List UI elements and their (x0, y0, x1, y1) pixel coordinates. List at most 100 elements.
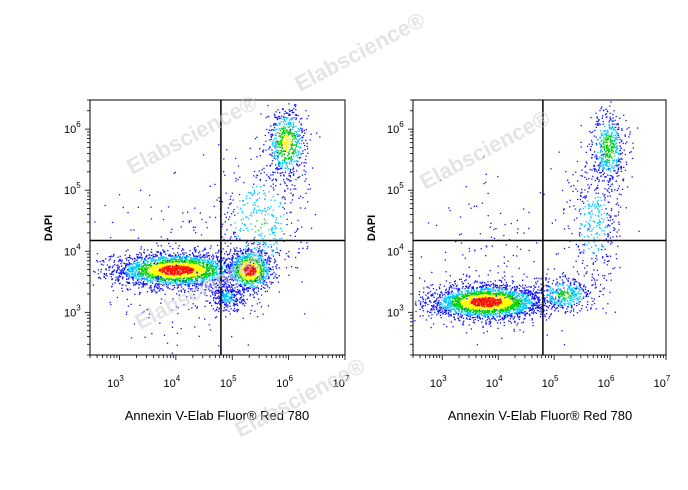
event-dot (163, 251, 165, 253)
event-dot (157, 251, 159, 254)
event-dot (280, 143, 282, 145)
event-dot (169, 265, 171, 267)
event-dot (139, 251, 141, 254)
event-dot (159, 251, 162, 254)
event-dot (223, 158, 225, 160)
event-dot (179, 281, 182, 283)
event-dot (295, 256, 297, 259)
event-dot (154, 285, 156, 287)
event-dot (288, 133, 290, 135)
event-dot (296, 228, 299, 230)
event-dot (202, 250, 204, 252)
event-dot (253, 260, 255, 262)
event-dot (290, 222, 293, 224)
event-dot (130, 270, 133, 273)
event-dot (150, 218, 153, 220)
event-dot (246, 278, 248, 280)
event-dot (271, 160, 274, 162)
event-dot (177, 276, 180, 278)
event-dot (283, 153, 285, 155)
event-dot (179, 263, 181, 266)
event-dot (209, 301, 211, 304)
event-dot (185, 274, 187, 276)
event-dot (256, 280, 258, 282)
event-dot (144, 272, 146, 275)
event-dot (166, 238, 169, 240)
event-dot (279, 215, 282, 217)
event-dot (294, 134, 296, 136)
event-dot (202, 271, 204, 273)
event-dot (116, 296, 119, 299)
event-dot (197, 275, 200, 277)
event-dot (258, 278, 260, 281)
event-dot (224, 269, 226, 271)
event-dot (188, 267, 190, 269)
event-dot (127, 273, 130, 275)
event-dot (279, 124, 281, 126)
event-dot (195, 268, 198, 270)
event-dot (111, 270, 114, 273)
event-dot (224, 253, 226, 255)
event-dot (231, 213, 233, 215)
event-dot (271, 213, 273, 215)
event-dot (249, 261, 251, 263)
event-dot (179, 268, 182, 270)
event-dot (254, 254, 256, 256)
event-dot (278, 153, 281, 155)
event-dot (150, 262, 152, 264)
event-dot (281, 139, 283, 141)
event-dot (235, 253, 238, 255)
event-dot (176, 273, 178, 275)
event-dot (260, 265, 262, 267)
event-dot (258, 268, 260, 271)
event-dot (236, 250, 238, 252)
event-dot (283, 131, 285, 133)
event-dot (138, 273, 141, 275)
event-dot (270, 269, 272, 271)
event-dot (173, 264, 175, 266)
event-dot (225, 285, 227, 287)
event-dot (163, 264, 165, 266)
event-dot (214, 302, 217, 305)
event-dot (238, 255, 240, 257)
event-dot (277, 160, 279, 162)
event-dot (182, 269, 184, 271)
event-dot (159, 272, 161, 274)
event-dot (191, 265, 194, 267)
event-dot (240, 272, 242, 274)
event-dot (202, 262, 205, 264)
event-dot (244, 268, 246, 270)
event-dot (188, 275, 190, 277)
event-dot (127, 269, 129, 271)
event-dot (215, 302, 217, 304)
event-dot (150, 264, 153, 267)
event-dot (266, 274, 268, 276)
event-dot (157, 287, 159, 290)
event-dot (297, 160, 299, 163)
event-dot (133, 262, 136, 265)
event-dot (199, 267, 201, 269)
event-dot (285, 146, 287, 149)
event-dot (157, 279, 159, 281)
event-dot (244, 305, 246, 307)
event-dot (133, 323, 136, 325)
event-dot (226, 277, 228, 279)
event-dot (264, 214, 266, 216)
event-dot (218, 297, 220, 299)
event-dot (233, 231, 235, 233)
event-dot (256, 269, 258, 271)
event-dot (239, 261, 241, 263)
event-dot (125, 257, 127, 260)
event-dot (225, 303, 227, 306)
event-dot (272, 233, 274, 235)
event-dot (117, 256, 119, 258)
event-dot (277, 251, 279, 254)
event-dot (148, 317, 150, 319)
event-dot (184, 271, 187, 274)
event-dot (142, 261, 145, 263)
event-dot (139, 268, 141, 270)
event-dot (291, 109, 293, 111)
event-dot (282, 206, 284, 208)
event-dot (297, 156, 299, 158)
